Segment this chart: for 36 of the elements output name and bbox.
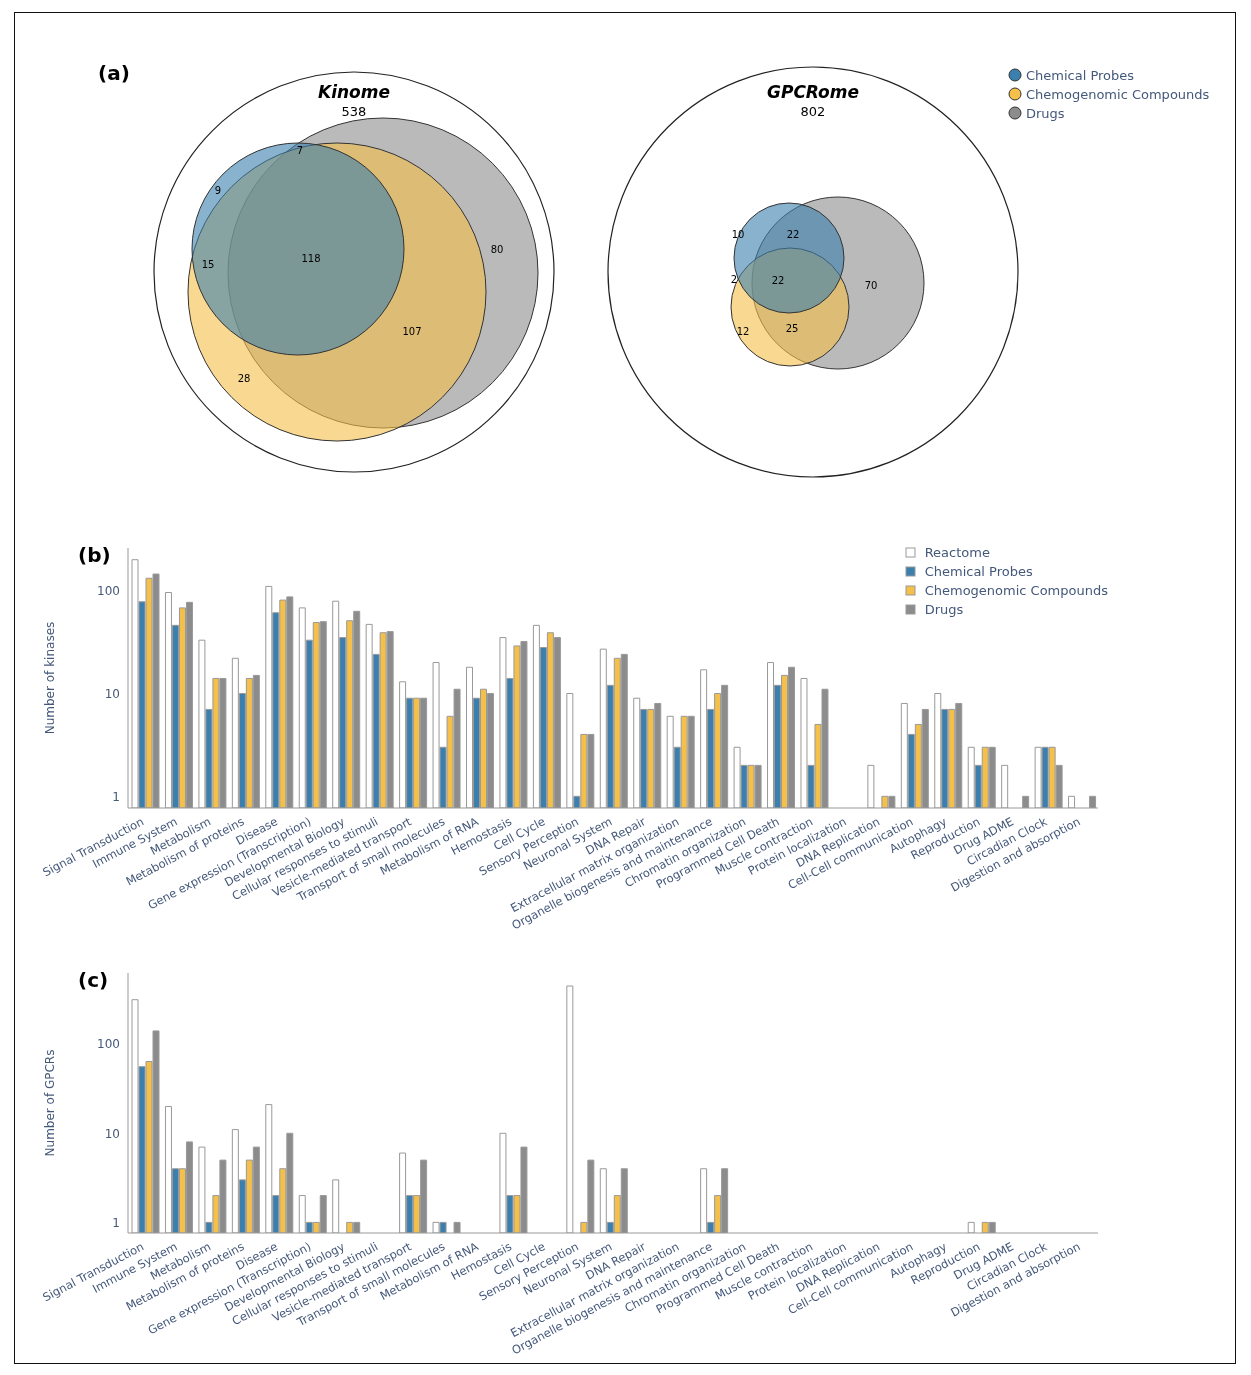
text: 538: [341, 104, 367, 119]
text: 22: [786, 229, 800, 240]
text: 7: [296, 145, 304, 156]
y-tick-label: 1: [112, 789, 120, 804]
legend-label: Drugs: [1026, 106, 1065, 121]
text: 10: [731, 229, 745, 240]
legend-label: Chemical Probes: [923, 563, 1034, 581]
text: (b): [78, 543, 111, 567]
legend-label: Reactome: [923, 544, 991, 562]
y-tick-label: 10: [104, 686, 120, 701]
text: 12: [736, 326, 750, 337]
y-tick-label: 100: [97, 1037, 120, 1052]
text: 22: [771, 275, 785, 286]
text: 9: [214, 185, 222, 196]
text: 2: [730, 274, 738, 285]
text: (c): [78, 968, 109, 992]
text: 118: [301, 253, 321, 264]
legend-label: Chemical Probes: [1026, 68, 1135, 83]
y-tick-label: 10: [104, 1126, 120, 1141]
text: 15: [201, 259, 215, 270]
y-tick-label: 1: [112, 1215, 120, 1230]
text: (a): [98, 61, 130, 85]
text: GPCRome: [766, 82, 860, 102]
text: 25: [785, 323, 799, 334]
legend-label: Chemogenomic Compounds: [923, 582, 1108, 600]
text: 802: [800, 104, 826, 119]
text: 70: [864, 280, 878, 291]
text: 80: [490, 244, 504, 255]
legend-label: Drugs: [923, 601, 965, 619]
text: 28: [237, 373, 251, 384]
y-axis-title: Number of kinases: [43, 621, 58, 735]
y-axis-title: Number of GPCRs: [43, 1049, 58, 1157]
y-tick-label: 100: [97, 583, 120, 598]
text: Kinome: [317, 82, 391, 102]
legend-label: Chemogenomic Compounds: [1026, 87, 1210, 102]
text: 107: [402, 326, 422, 337]
